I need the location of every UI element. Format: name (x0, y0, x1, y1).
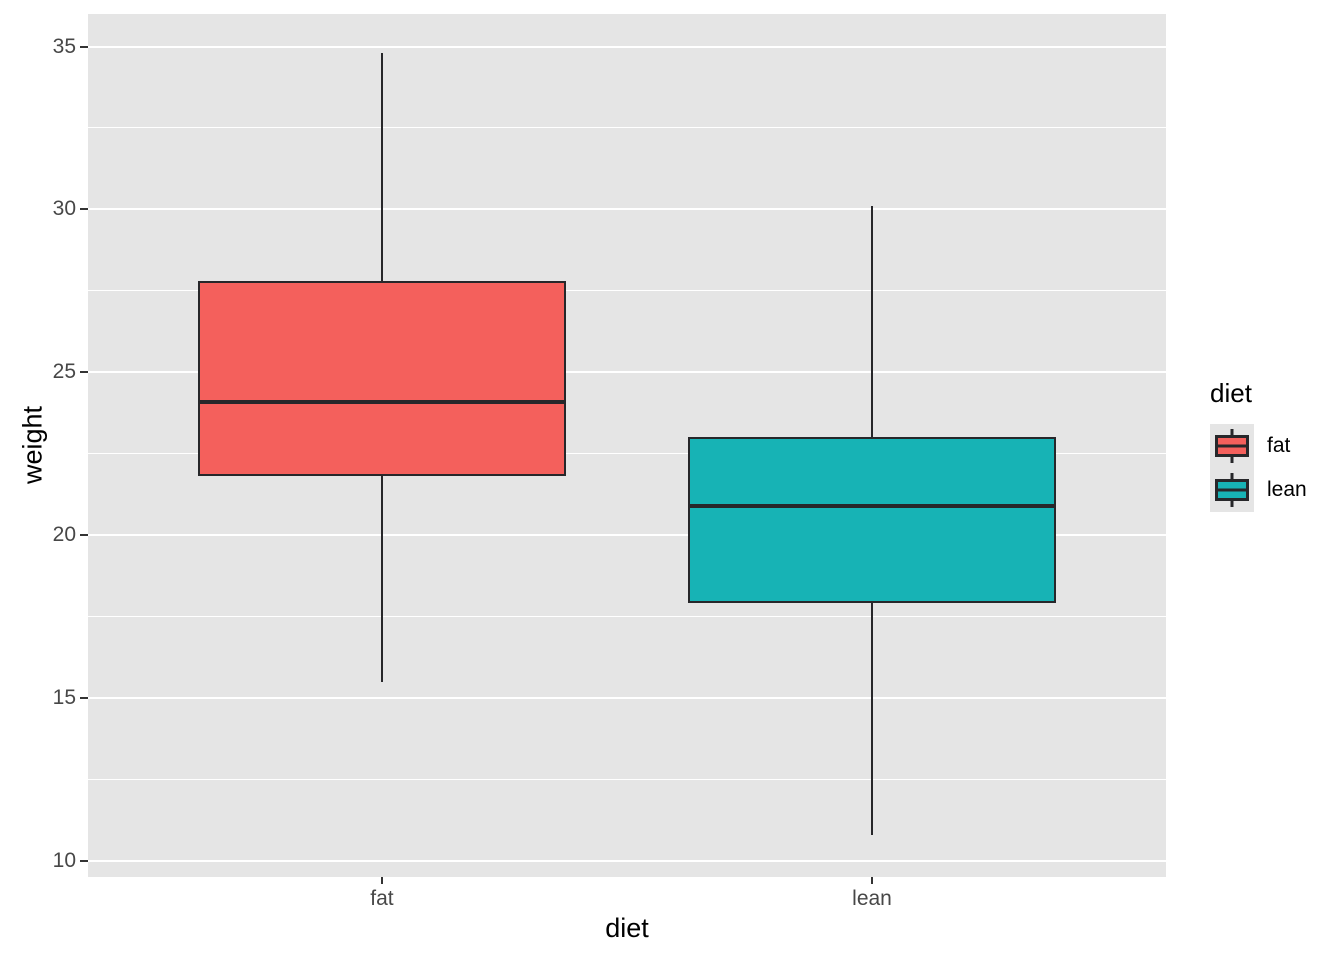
gridline-major (88, 696, 1166, 699)
x-tick-label: lean (852, 887, 892, 910)
whisker-lower-fat (380, 476, 383, 682)
x-tick-mark (871, 877, 874, 884)
y-axis-title: weight (17, 405, 48, 485)
legend-label: lean (1267, 478, 1307, 501)
plot-panel (88, 14, 1166, 877)
gridline-major (88, 859, 1166, 862)
legend-entry-lean: lean (1210, 468, 1307, 512)
legend-title: diet (1210, 378, 1252, 408)
box-fat (198, 281, 566, 477)
legend-label: fat (1267, 434, 1291, 457)
x-axis-title: diet (605, 913, 649, 943)
x-tick-label: fat (370, 887, 394, 910)
gridline-major (88, 371, 1166, 374)
gridline-minor (88, 778, 1166, 780)
legend-key-median (1215, 488, 1249, 492)
y-tick-mark (80, 371, 88, 374)
gridline-major (88, 208, 1166, 211)
legend-entry-fat: fat (1210, 424, 1307, 468)
y-tick-label: 20 (52, 523, 76, 547)
x-tick-mark (380, 877, 383, 884)
y-tick-label: 15 (52, 685, 76, 709)
median-lean (690, 503, 1054, 508)
gridline-minor (88, 127, 1166, 129)
median-fat (200, 399, 564, 404)
y-tick-mark (80, 534, 88, 537)
y-tick-label: 25 (52, 360, 76, 384)
y-tick-mark (80, 859, 88, 862)
y-tick-mark (80, 208, 88, 211)
y-tick-mark (80, 696, 88, 699)
whisker-upper-lean (871, 206, 874, 438)
gridline-major (88, 534, 1166, 537)
gridline-minor (88, 453, 1166, 455)
y-tick-label: 30 (52, 197, 76, 221)
gridline-minor (88, 290, 1166, 292)
y-tick-label: 10 (52, 848, 76, 872)
box-lean (688, 437, 1056, 604)
legend-key-boxplot-icon (1210, 424, 1254, 468)
legend-key-boxplot-icon (1210, 468, 1254, 512)
whisker-lower-lean (871, 603, 874, 835)
legend: diet fat lean (1210, 378, 1307, 512)
legend-entries: fat lean (1210, 424, 1307, 512)
y-tick-mark (80, 45, 88, 48)
legend-key-median (1215, 444, 1249, 448)
y-tick-label: 35 (52, 34, 76, 58)
gridline-major (88, 45, 1166, 48)
gridline-minor (88, 615, 1166, 617)
whisker-upper-fat (380, 53, 383, 282)
